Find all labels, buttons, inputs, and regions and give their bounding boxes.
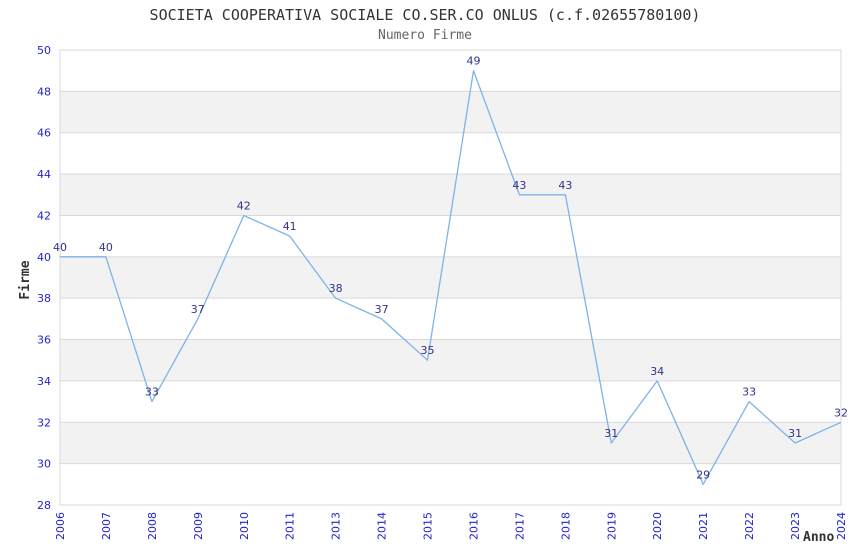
x-tick-label: 2010	[238, 512, 251, 540]
x-tick-label: 2013	[330, 512, 343, 540]
y-tick-label: 34	[37, 375, 51, 388]
y-tick-label: 46	[37, 127, 51, 140]
x-tick-label: 2022	[743, 512, 756, 540]
y-tick-label: 40	[37, 251, 51, 264]
data-label: 49	[467, 55, 481, 68]
chart-title: SOCIETA COOPERATIVA SOCIALE CO.SER.CO ON…	[149, 6, 701, 24]
x-tick-label: 2008	[146, 512, 159, 540]
data-label: 42	[237, 200, 251, 213]
data-label: 33	[742, 386, 756, 399]
x-tick-label: 2020	[651, 512, 664, 540]
data-label: 41	[283, 220, 297, 233]
data-label: 40	[99, 241, 113, 254]
y-tick-label: 32	[37, 416, 51, 429]
y-tick-label: 48	[37, 85, 51, 98]
y-tick-label: 42	[37, 210, 51, 223]
x-tick-label: 2007	[100, 512, 113, 540]
x-tick-label: 2006	[54, 512, 67, 540]
grid-band	[60, 339, 841, 381]
y-tick-label: 44	[37, 168, 51, 181]
x-tick-label: 2024	[835, 512, 848, 540]
data-label: 37	[191, 303, 205, 316]
data-label: 34	[650, 365, 664, 378]
y-tick-label: 30	[37, 458, 51, 471]
x-tick-label: 2009	[192, 512, 205, 540]
plot-border	[59, 49, 842, 506]
chart-subtitle: Numero Firme	[378, 28, 472, 43]
data-label: 35	[421, 344, 435, 357]
y-tick-label: 50	[37, 44, 51, 57]
data-label: 40	[53, 241, 67, 254]
x-tick-label: 2016	[468, 512, 481, 540]
data-label: 32	[834, 406, 848, 419]
grid-band	[60, 174, 841, 216]
y-axis-title: Firme	[18, 260, 33, 300]
data-label: 43	[512, 179, 526, 192]
data-label: 38	[329, 282, 343, 295]
x-tick-label: 2021	[697, 512, 710, 540]
x-tick-label: 2018	[559, 512, 572, 540]
x-tick-label: 2019	[605, 512, 618, 540]
grid-band	[60, 91, 841, 133]
data-label: 37	[375, 303, 389, 316]
grid-band	[60, 422, 841, 464]
data-line	[60, 70, 842, 485]
y-tick-label: 36	[37, 334, 51, 347]
data-label: 31	[604, 427, 618, 440]
x-tick-label: 2017	[513, 512, 526, 540]
data-label: 33	[145, 386, 159, 399]
x-tick-label: 2011	[284, 512, 297, 540]
grid-band	[60, 256, 841, 299]
data-label: 31	[788, 427, 802, 440]
x-tick-label: 2015	[422, 512, 435, 540]
x-axis-title: Anno	[803, 530, 835, 545]
y-tick-label: 28	[37, 499, 51, 512]
data-label: 43	[558, 179, 572, 192]
x-tick-label: 2014	[376, 512, 389, 540]
y-tick-label: 38	[37, 292, 51, 305]
x-tick-label: 2023	[789, 512, 802, 540]
data-label: 29	[696, 468, 710, 481]
